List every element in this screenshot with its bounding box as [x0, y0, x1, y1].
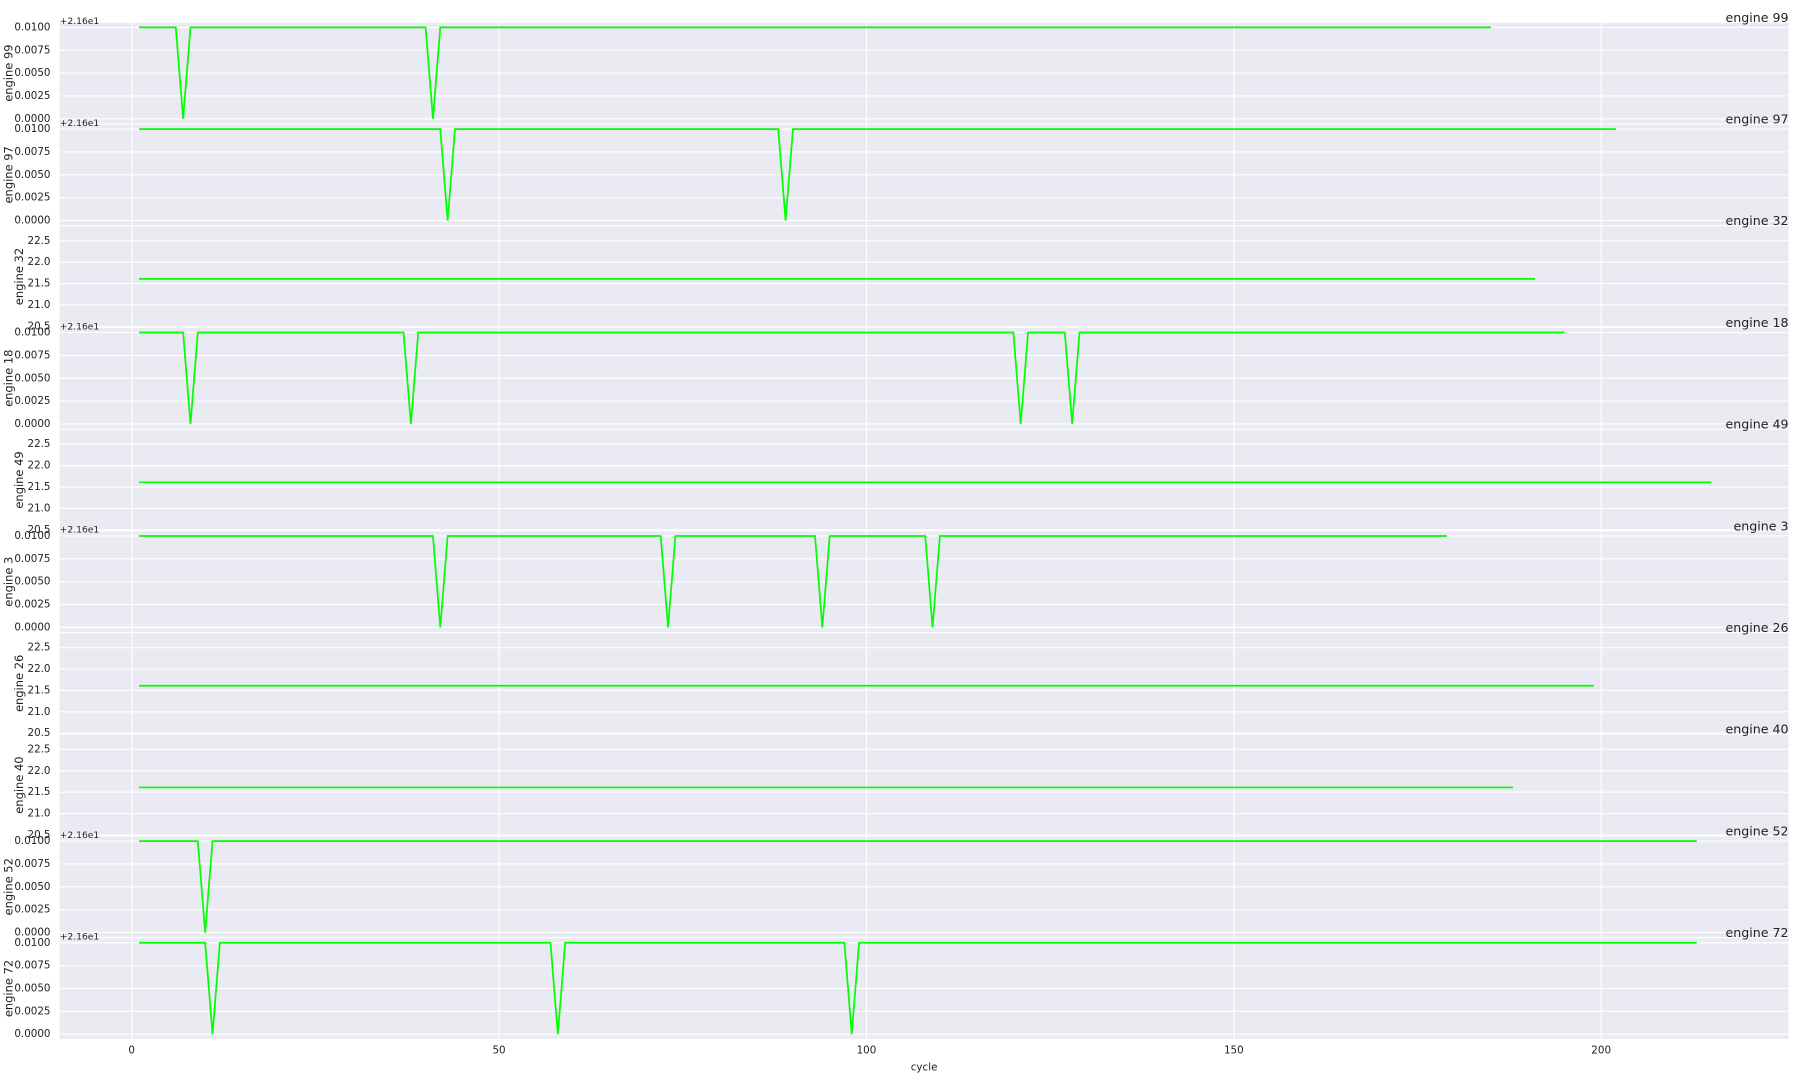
y-tick-label: 0.0050 — [14, 576, 50, 588]
y-tick-label: 20.5 — [28, 320, 51, 332]
y-tick-label: 21.5 — [28, 684, 51, 696]
y-tick-label: 0.0025 — [14, 599, 50, 611]
y-tick-label: 0.0000 — [14, 1028, 50, 1040]
offset-label: +2.16e1 — [60, 321, 100, 332]
panel-title: engine 32 — [1725, 213, 1788, 228]
y-axis-label: engine 32 — [12, 248, 26, 305]
y-tick-label: 0.0025 — [14, 904, 50, 916]
y-tick-label: 22.5 — [28, 642, 51, 654]
plot-background — [59, 734, 1789, 836]
y-tick-label: 21.0 — [28, 502, 51, 514]
y-axis-label: engine 26 — [12, 655, 26, 712]
y-tick-label: 0.0100 — [14, 123, 50, 135]
data-line — [139, 535, 1447, 628]
y-axis-label: engine 99 — [2, 44, 16, 101]
y-tick-label: 0.0075 — [14, 553, 50, 565]
y-tick-label: 0.0075 — [14, 858, 50, 870]
y-tick-label: 20.5 — [28, 727, 51, 739]
y-tick-label: 0.0050 — [14, 169, 50, 181]
panel-title: engine 18 — [1725, 315, 1788, 330]
y-tick-label: 22.5 — [28, 438, 51, 450]
y-tick-label: 0.0050 — [14, 983, 50, 995]
y-tick-label: 0.0075 — [14, 960, 50, 972]
y-tick-label: 21.5 — [28, 278, 51, 290]
x-tick-label: 150 — [1224, 1044, 1244, 1056]
panel-title: engine 3 — [1733, 518, 1788, 533]
y-tick-label: 22.0 — [28, 765, 51, 777]
data-line — [139, 26, 1491, 119]
offset-label: +2.16e1 — [60, 932, 100, 943]
panel-title: engine 26 — [1725, 620, 1788, 635]
y-tick-label: 0.0075 — [14, 146, 50, 158]
y-tick-label: 21.0 — [28, 706, 51, 718]
offset-label: +2.16e1 — [60, 525, 100, 536]
x-tick-label: 0 — [128, 1044, 135, 1056]
y-tick-label: 21.0 — [28, 299, 51, 311]
y-tick-label: 0.0050 — [14, 372, 50, 384]
x-tick-label: 200 — [1591, 1044, 1611, 1056]
y-axis-label: engine 18 — [2, 350, 16, 407]
y-tick-label: 20.5 — [28, 524, 51, 536]
y-tick-label: 0.0100 — [14, 937, 50, 949]
y-tick-label: 0.0050 — [14, 881, 50, 893]
y-tick-label: 0.0075 — [14, 349, 50, 361]
offset-label: +2.16e1 — [60, 830, 100, 841]
y-tick-label: 0.0025 — [14, 192, 50, 204]
x-axis-label: cycle — [911, 1061, 938, 1073]
y-tick-label: 0.0025 — [14, 1005, 50, 1017]
plot-background — [59, 226, 1789, 327]
y-tick-label: 22.5 — [28, 743, 51, 755]
y-axis-label: engine 72 — [2, 960, 16, 1017]
data-line — [139, 128, 1616, 221]
panel-title: engine 97 — [1725, 111, 1788, 126]
y-axis-label: engine 97 — [2, 146, 16, 203]
y-tick-label: 0.0000 — [14, 418, 50, 430]
y-axis-label: engine 3 — [2, 557, 16, 607]
y-tick-label: 0.0000 — [14, 927, 50, 939]
plot-background — [59, 633, 1789, 734]
y-axis-label: engine 49 — [12, 451, 26, 508]
y-tick-label: 0.0100 — [14, 530, 50, 542]
y-tick-label: 22.0 — [28, 460, 51, 472]
y-tick-label: 0.0100 — [14, 835, 50, 847]
y-tick-label: 22.5 — [28, 235, 51, 247]
y-tick-label: 0.0000 — [14, 215, 50, 227]
y-tick-label: 0.0100 — [14, 327, 50, 339]
y-tick-label: 0.0075 — [14, 44, 50, 56]
data-line — [139, 331, 1565, 425]
y-tick-label: 22.0 — [28, 256, 51, 268]
x-tick-label: 100 — [857, 1044, 877, 1056]
y-tick-label: 21.5 — [28, 481, 51, 493]
x-tick-label: 50 — [492, 1044, 505, 1056]
y-tick-label: 21.0 — [28, 808, 51, 820]
data-line — [139, 941, 1697, 1035]
offset-label: +2.16e1 — [60, 16, 100, 27]
y-tick-label: 20.5 — [28, 829, 51, 841]
y-axis-label: engine 40 — [12, 756, 26, 813]
y-tick-label: 21.5 — [28, 786, 51, 798]
plot-background — [59, 429, 1789, 531]
y-tick-label: 22.0 — [28, 663, 51, 675]
y-axis-label: engine 52 — [2, 858, 16, 915]
y-tick-label: 0.0025 — [14, 90, 50, 102]
panel-title: engine 49 — [1725, 417, 1788, 432]
offset-label: +2.16e1 — [60, 118, 100, 129]
y-tick-label: 0.0025 — [14, 395, 50, 407]
y-tick-label: 0.0050 — [14, 67, 50, 79]
panel-title: engine 40 — [1725, 722, 1788, 737]
panel-title: engine 52 — [1725, 823, 1788, 838]
y-tick-label: 0.0000 — [14, 621, 50, 633]
y-tick-label: 0.0000 — [14, 113, 50, 125]
y-tick-label: 0.0100 — [14, 21, 50, 33]
panel-title: engine 99 — [1725, 10, 1788, 25]
data-line — [139, 840, 1697, 933]
panel-title: engine 72 — [1725, 925, 1788, 940]
